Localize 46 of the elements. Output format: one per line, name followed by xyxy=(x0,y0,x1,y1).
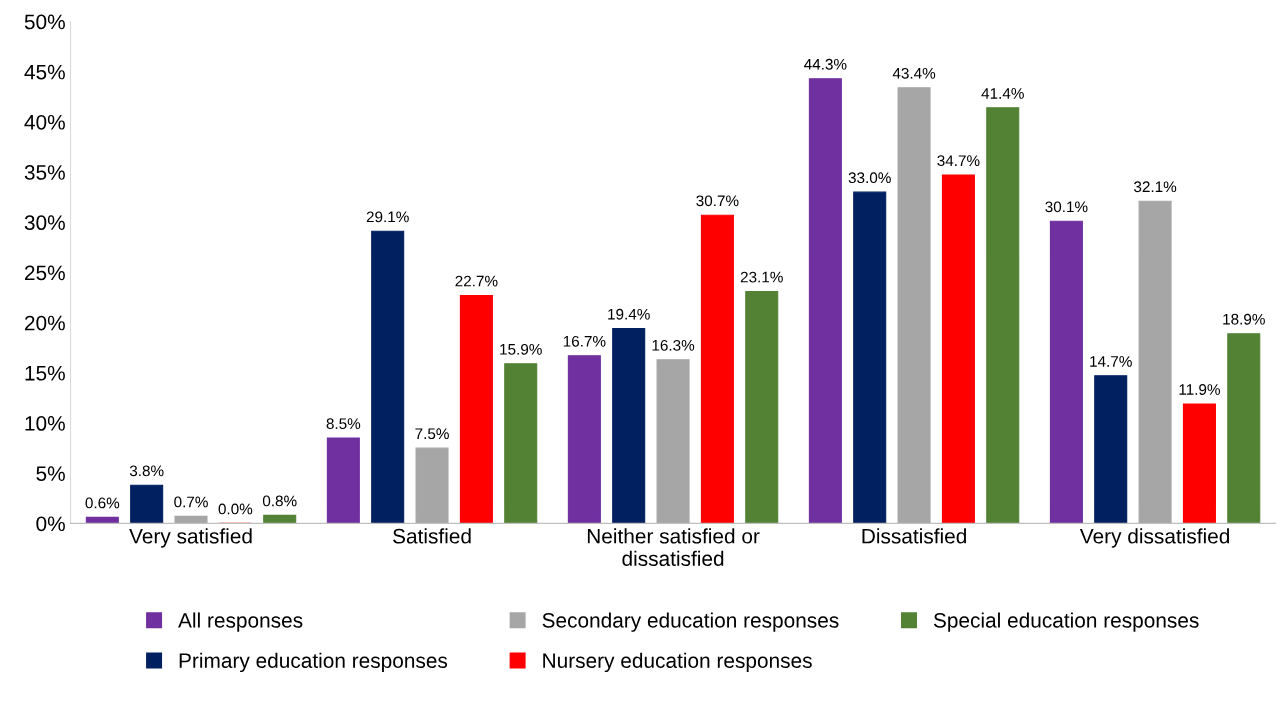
x-tick-label: Satisfied xyxy=(393,528,471,544)
y-tick-label: 30% xyxy=(24,215,65,231)
data-label: 43.4% xyxy=(892,67,936,79)
data-label: 34.7% xyxy=(937,155,980,167)
data-label: 44.3% xyxy=(804,58,847,70)
data-label: 30.7% xyxy=(696,195,739,207)
y-tick-label: 20% xyxy=(25,315,65,331)
y-tick-label: 45% xyxy=(24,64,65,80)
data-label: 11.9% xyxy=(1179,384,1220,395)
y-tick-label: 15% xyxy=(25,365,65,381)
data-label: 18.9% xyxy=(1223,313,1265,325)
y-tick-label: 35% xyxy=(24,165,65,180)
data-label: 0.0% xyxy=(218,503,253,515)
data-label: 16.3% xyxy=(652,339,695,351)
data-label: 23.1% xyxy=(740,271,783,283)
data-label: 32.1% xyxy=(1134,181,1177,193)
data-label: 41.4% xyxy=(981,88,1024,99)
x-tick-label: Very dissatisfied xyxy=(1079,528,1230,548)
data-label: 0.6% xyxy=(85,497,120,509)
data-label: 30.1% xyxy=(1045,201,1088,213)
legend-label: Secondary education responses xyxy=(542,612,839,632)
legend-label: Nursery education responses xyxy=(543,652,812,673)
y-tick-label: 40% xyxy=(24,114,65,130)
data-label: 15.9% xyxy=(500,343,542,355)
y-tick-label: 10% xyxy=(25,416,65,431)
x-tick-label: Dissatisfied xyxy=(862,528,966,544)
data-label: 19.4% xyxy=(608,308,650,320)
y-tick-label: 5% xyxy=(36,466,65,481)
data-label: 14.7% xyxy=(1090,356,1132,367)
x-tick-label: Neither satisfied or dissatisfied xyxy=(587,528,760,567)
data-label: 0.8% xyxy=(262,495,297,507)
y-tick-label: 25% xyxy=(25,265,65,281)
legend-label: Special education responses xyxy=(933,612,1199,632)
legend-label: Primary education responses xyxy=(179,652,448,673)
legend-label: All responses xyxy=(178,612,303,632)
data-label: 33.0% xyxy=(848,172,891,184)
x-tick-label: Very satisfied xyxy=(129,528,252,548)
data-label: 16.7% xyxy=(563,335,606,347)
data-label: 3.8% xyxy=(129,465,164,477)
data-label: 8.5% xyxy=(326,418,361,430)
data-label: 7.5% xyxy=(415,428,449,440)
data-label: 0.7% xyxy=(174,496,208,508)
data-label: 22.7% xyxy=(455,275,498,287)
y-tick-label: 50% xyxy=(24,14,65,30)
y-tick-label: 0% xyxy=(36,516,65,532)
data-label: 29.1% xyxy=(366,211,409,223)
